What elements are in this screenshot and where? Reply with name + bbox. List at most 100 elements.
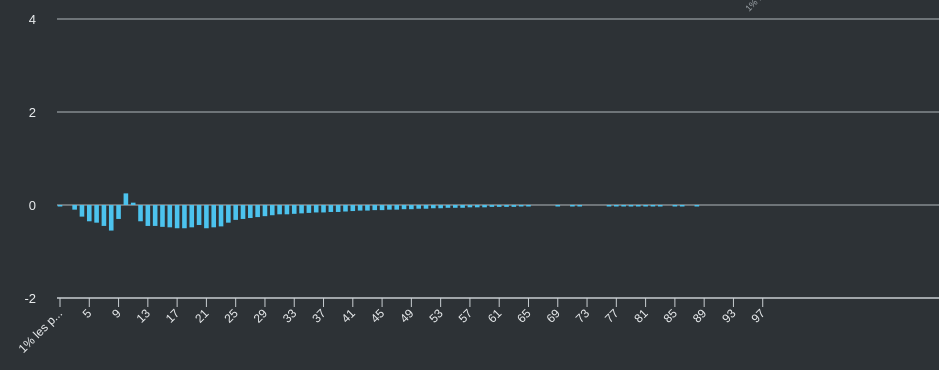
- bar: [233, 205, 238, 220]
- bar: [138, 205, 143, 222]
- x-tick-label: 5: [80, 306, 95, 321]
- top-partial-label: 1% le: [743, 0, 766, 13]
- x-tick-label: 45: [368, 306, 388, 326]
- bar: [460, 205, 465, 208]
- bar: [306, 205, 312, 213]
- bar: [431, 205, 436, 209]
- x-tick-label: 13: [134, 306, 154, 326]
- bar: [555, 205, 561, 207]
- x-tick-label: 61: [485, 306, 505, 326]
- bar: [343, 205, 348, 212]
- x-tick-label: 69: [544, 306, 564, 326]
- bar: [445, 205, 451, 208]
- bar: [526, 205, 531, 207]
- bar: [614, 205, 619, 207]
- bar: [72, 205, 77, 210]
- x-tick-label: 33: [280, 306, 300, 326]
- bar: [372, 205, 378, 211]
- x-tick-label: 1% les p...: [16, 306, 66, 356]
- bar: [218, 205, 224, 227]
- bar: [174, 205, 180, 229]
- x-tick-label: 21: [192, 306, 212, 326]
- x-tick-label: 29: [251, 306, 271, 326]
- x-tick-label: 49: [397, 306, 417, 326]
- bar: [152, 205, 158, 226]
- bar: [350, 205, 356, 212]
- bar: [409, 205, 414, 210]
- bar: [335, 205, 341, 212]
- bar: [474, 205, 480, 208]
- x-tick-label: 53: [426, 306, 446, 326]
- x-axis: 1% les p... 5 9 13 17 21 25 29 33 37 41 45 49 53 57 61 6…: [16, 297, 939, 356]
- bar: [679, 205, 685, 207]
- x-tick-label: 97: [748, 306, 768, 326]
- x-tick-label: 17: [163, 306, 183, 326]
- bar: [387, 205, 392, 210]
- bar: [145, 205, 151, 226]
- bar: [606, 205, 612, 207]
- bar: [511, 205, 517, 207]
- bar: [416, 205, 421, 209]
- x-tick-label: 37: [309, 306, 329, 326]
- x-tick-label: 85: [661, 306, 681, 326]
- bar: [672, 205, 678, 207]
- bar: [123, 193, 129, 205]
- bar: [116, 205, 121, 219]
- bar: [482, 205, 487, 208]
- bar: [313, 205, 319, 213]
- bar: [694, 205, 700, 207]
- bar: [196, 205, 202, 225]
- y-tick-label: 4: [29, 12, 36, 27]
- bar: [628, 205, 634, 207]
- bar: [240, 205, 246, 219]
- bar: [328, 205, 334, 212]
- bar: [269, 205, 275, 216]
- bar: [255, 205, 260, 218]
- bars: [57, 193, 700, 231]
- bar: [357, 205, 363, 211]
- bar: [299, 205, 304, 214]
- y-tick-label: 0: [29, 198, 36, 213]
- bar: [189, 205, 195, 228]
- y-tick-label: 2: [29, 105, 36, 120]
- bar: [262, 205, 268, 217]
- x-tick-label: 89: [690, 306, 710, 326]
- bar: [57, 205, 63, 207]
- bar: [643, 205, 648, 207]
- x-tick-label: 57: [456, 306, 476, 326]
- bar: [365, 205, 370, 211]
- bar: [277, 205, 282, 215]
- bar: [101, 205, 107, 226]
- x-tick-label: 81: [631, 306, 651, 326]
- bar: [489, 205, 495, 207]
- bar: [321, 205, 326, 213]
- y-tick-label: -2: [24, 291, 36, 306]
- y-axis-ticks: -2 0 2 4: [24, 12, 36, 306]
- bar: [86, 205, 92, 222]
- bar: [621, 205, 626, 207]
- x-tick-label: 73: [573, 306, 593, 326]
- x-tick-label: 65: [514, 306, 534, 326]
- x-tick-label: 41: [339, 306, 359, 326]
- bar: [452, 205, 458, 208]
- bar: [108, 205, 114, 231]
- bar: [130, 202, 136, 205]
- bar: [518, 205, 524, 207]
- bar: [291, 205, 297, 214]
- bar: [226, 205, 231, 223]
- bar: [79, 205, 85, 217]
- bar: [401, 205, 407, 210]
- bar: [570, 205, 575, 207]
- x-tick-label: 9: [109, 306, 124, 321]
- bar: [394, 205, 400, 210]
- bar: [438, 205, 443, 209]
- bar: [504, 205, 509, 207]
- bar: [467, 205, 473, 208]
- x-tick-label: 93: [719, 306, 739, 326]
- bar: [496, 205, 502, 207]
- bar: [204, 205, 209, 229]
- x-tick-label: 25: [221, 306, 241, 326]
- bar: [167, 205, 173, 228]
